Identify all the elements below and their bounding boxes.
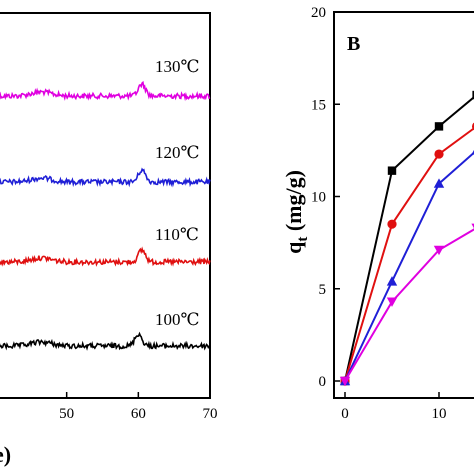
xrd-pattern-line [0,331,210,351]
xrd-x-axis-title: e) [0,442,11,467]
kinetics-data-point [434,149,444,159]
xrd-series-group: 130℃ 120℃ 110℃ 100℃ [0,57,211,351]
kinetics-data-point [434,122,444,131]
xrd-pattern-line [0,80,211,102]
kinetics-series-line [344,151,474,382]
kinetics-y-tick-label: 5 [319,282,327,298]
xrd-pattern-line [0,167,211,188]
xrd-temperature-label: 120℃ [155,143,200,162]
kinetics-data-point [339,376,351,387]
xrd-temperature-label: 130℃ [155,57,200,76]
kinetics-data-point [471,223,474,229]
xrd-temperature-label: 100℃ [155,310,200,329]
kinetics-data-point [472,90,474,100]
kinetics-x-tick-label: 0 [341,406,349,422]
kinetics-data-point [387,219,397,229]
xrd-x-tick-label: 60 [131,406,146,422]
xrd-pattern-line [0,246,211,267]
kinetics-data-point [433,178,445,188]
kinetics-series-line [344,228,474,382]
kinetics-data-point [471,149,474,155]
panel-label-b: B [347,33,360,55]
xrd-plot-frame [0,12,211,399]
kinetics-y-tick-label: 15 [311,97,326,113]
y-axis-unit: (mg/g) [281,170,306,237]
kinetics-panel: 0 5 10 15 20 0 10 B qt (mg/g) [281,5,474,422]
kinetics-y-tick-label: 20 [311,5,326,21]
xrd-x-tick-label: 50 [59,406,74,422]
kinetics-plot-frame [333,11,474,399]
kinetics-series-line [344,127,474,382]
y-axis-subscript: t [295,237,311,242]
xrd-x-tick-label: 70 [203,406,218,422]
xrd-panel: 50 60 70 130℃ 120℃ 110℃ 100℃ e) [0,12,218,467]
kinetics-series-group [339,90,474,387]
kinetics-y-axis-title: qt (mg/g) [281,170,311,254]
xrd-x-ticks: 50 60 70 [59,392,218,422]
xrd-temperature-label: 110℃ [155,225,199,244]
kinetics-ticks: 0 5 10 15 20 0 10 [311,5,447,422]
kinetics-data-point [386,276,398,286]
kinetics-y-tick-label: 10 [311,190,326,206]
kinetics-x-tick-label: 10 [432,406,447,422]
kinetics-data-point [433,245,445,256]
kinetics-y-tick-label: 0 [319,374,327,390]
y-axis-symbol: q [281,241,306,254]
kinetics-data-point [387,166,397,175]
kinetics-data-point [386,297,398,307]
kinetics-series-line [344,95,474,382]
